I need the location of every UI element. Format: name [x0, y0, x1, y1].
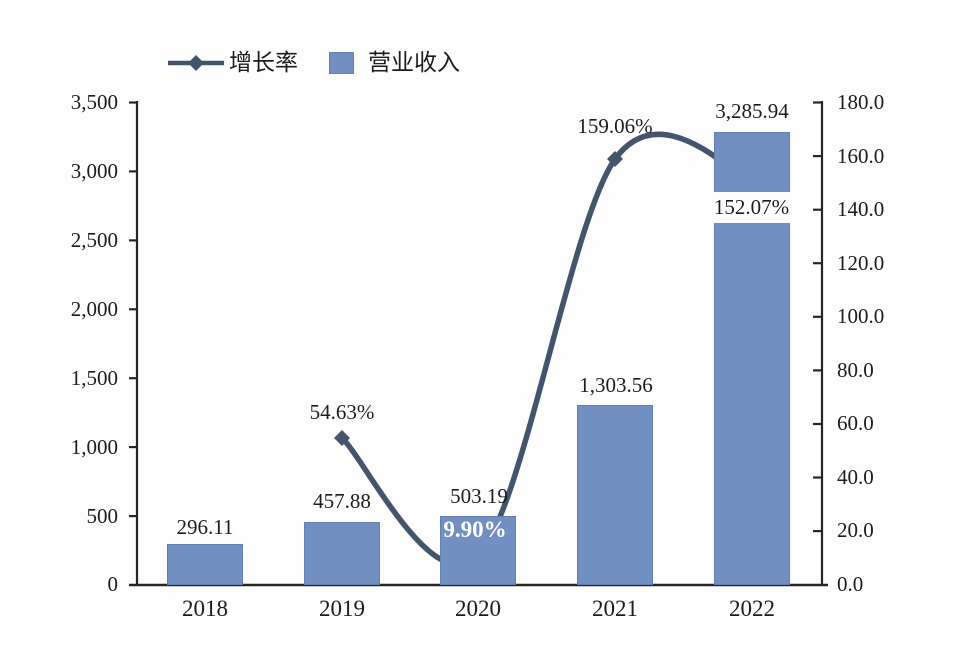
x-label-2020: 2020: [455, 596, 501, 621]
right-tick-180: 180.0: [837, 90, 885, 114]
left-tick-2500: 2,500: [70, 228, 118, 252]
x-label-2019: 2019: [319, 596, 365, 621]
left-tick-3000: 3,000: [70, 159, 118, 183]
left-tick-500: 500: [86, 504, 119, 528]
left-tick-2000: 2,000: [70, 297, 118, 321]
legend-label-growth-rate: 增长率: [229, 50, 298, 76]
left-axis: [129, 101, 139, 585]
right-tick-40: 40.0: [837, 465, 874, 489]
revenue-bar-legend-swatch: [329, 52, 354, 74]
growth-line-legend-marker: [168, 55, 224, 71]
revenue-label-2018: 296.11: [176, 515, 234, 539]
growth-label-2022: 152.07%: [704, 192, 799, 223]
right-tick-120: 120.0: [837, 251, 885, 275]
marker-2019: [334, 430, 350, 446]
left-tick-1000: 1,000: [70, 435, 118, 459]
x-label-2018: 2018: [182, 596, 228, 621]
revenue-label-2021: 1,303.56: [579, 373, 653, 397]
legend-label-revenue: 营业收入: [368, 50, 460, 76]
right-axis: [813, 101, 824, 585]
x-label-2021: 2021: [592, 596, 638, 621]
marker-2021: [607, 151, 623, 167]
left-tick-0: 0: [107, 572, 119, 596]
revenue-label-2019: 457.88: [313, 489, 371, 513]
right-tick-100: 100.0: [837, 304, 885, 328]
right-tick-20: 20.0: [837, 518, 874, 542]
x-label-2022: 2022: [729, 596, 775, 621]
right-tick-60: 60.0: [837, 411, 874, 435]
left-tick-1500: 1,500: [70, 366, 118, 390]
growth-label-2020: 9.90%: [443, 517, 507, 542]
revenue-label-2022: 3,285.94: [715, 99, 789, 123]
growth-label-2021: 159.06%: [577, 114, 653, 138]
growth-rate-line: [339, 131, 749, 568]
revenue-label-2020: 503.19: [450, 484, 508, 508]
legend: 增长率 营业收入: [0, 0, 960, 90]
bar-2018: [167, 544, 243, 585]
growth-label-2019: 54.63%: [309, 400, 375, 424]
right-tick-0: 0.0: [837, 572, 864, 596]
bar-2020: [440, 516, 516, 585]
bar-2019: [304, 522, 380, 585]
right-tick-80: 80.0: [837, 358, 874, 382]
bar-2021: [577, 405, 653, 585]
left-tick-3500: 3,500: [70, 90, 118, 114]
right-tick-160: 160.0: [837, 144, 885, 168]
right-tick-140: 140.0: [837, 197, 885, 221]
